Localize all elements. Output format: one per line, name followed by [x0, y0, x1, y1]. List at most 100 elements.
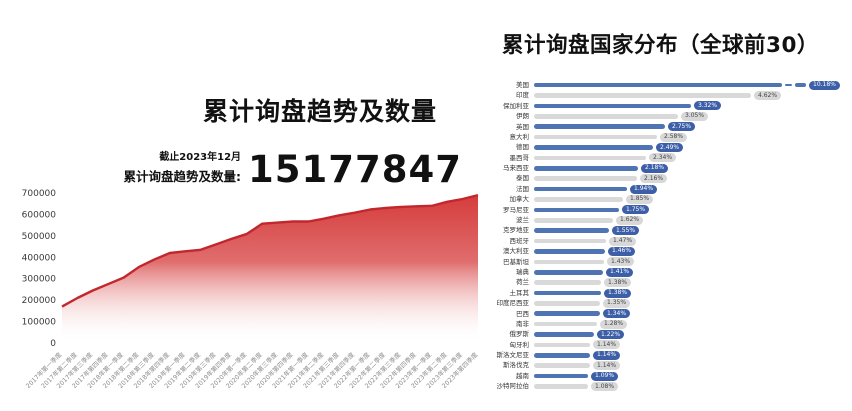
bar-row: 保加利亚 3.32% — [490, 101, 852, 111]
country-label: 克罗地亚 — [503, 226, 529, 235]
country-label: 俄罗斯 — [509, 330, 530, 339]
y-axis-tick: 300000 — [22, 275, 57, 285]
bar-row: 墨西哥 2.34% — [490, 153, 852, 163]
bar-segment — [534, 155, 646, 161]
value-pill: 1.85% — [626, 194, 654, 204]
value-pill: 1.08% — [591, 382, 619, 392]
value-pill: 2.18% — [641, 163, 669, 173]
country-label: 墨西哥 — [509, 153, 530, 162]
bar-segment — [534, 311, 600, 317]
country-label: 英国 — [516, 122, 529, 131]
bar-segment — [534, 124, 665, 130]
bar-row: 沙特阿拉伯 1.08% — [490, 381, 852, 392]
bar-segment — [534, 363, 590, 369]
value-pill: 1.46% — [608, 246, 636, 256]
country-label: 越南 — [516, 371, 529, 380]
country-label: 斯洛伐克 — [503, 361, 529, 370]
country-chart-title: 累计询盘国家分布（全球前30） — [502, 33, 819, 58]
bar-row: 印度 4.62% — [490, 90, 852, 101]
trend-total-block: 截止2023年12月 累计询盘趋势及数量: 15177847 — [60, 148, 462, 192]
bar-segment — [534, 321, 597, 327]
country-label: 美国 — [516, 80, 529, 89]
y-axis-tick: 400000 — [22, 253, 57, 263]
bar-row: 巴西 1.34% — [490, 309, 852, 319]
bar-segment — [534, 290, 601, 296]
value-pill: 1.75% — [622, 205, 650, 215]
bar-segment — [534, 186, 627, 192]
country-label: 意大利 — [509, 132, 530, 141]
bar-row: 德国 2.49% — [490, 142, 852, 153]
y-axis-tick: 600000 — [22, 210, 57, 220]
value-pill: 2.49% — [656, 143, 684, 153]
bar-row: 瑞典 1.41% — [490, 267, 852, 277]
bar-segment — [534, 197, 623, 202]
total-count-value: 15177847 — [248, 148, 462, 192]
trend-chart-title: 累计询盘趋势及数量 — [202, 97, 437, 126]
value-pill: 2.58% — [660, 132, 688, 142]
bar-row: 澳大利亚 1.46% — [490, 246, 852, 256]
value-pill: 1.47% — [609, 236, 637, 246]
bar-row: 巴基斯坦 1.43% — [490, 257, 852, 267]
bar-row: 马来西亚 2.18% — [490, 163, 852, 173]
bar-segment — [534, 373, 588, 379]
y-axis-tick: 500000 — [22, 232, 57, 242]
country-label: 法国 — [516, 184, 529, 193]
value-pill: 1.62% — [616, 215, 644, 225]
bar-segment — [534, 93, 751, 98]
bar-segment — [534, 238, 606, 244]
y-axis-tick: 200000 — [22, 296, 57, 306]
total-count-label: 累计询盘趋势及数量: — [123, 169, 242, 184]
bar-row: 加拿大 1.85% — [490, 194, 852, 204]
country-label: 加拿大 — [509, 195, 530, 204]
value-pill: 1.41% — [606, 267, 634, 277]
bar-row: 斯洛伐克 1.14% — [490, 361, 852, 371]
bar-row: 荷兰 1.38% — [490, 277, 852, 288]
country-label: 澳大利亚 — [503, 247, 529, 256]
as-of-date-label: 截止2023年12月 — [159, 152, 242, 163]
value-pill: 2.16% — [640, 174, 668, 184]
country-label: 巴西 — [516, 309, 529, 318]
bar-segment — [534, 228, 609, 233]
country-label: 马来西亚 — [503, 164, 529, 173]
bar-row: 斯洛文尼亚 1.14% — [490, 350, 852, 360]
value-pill: 1.55% — [612, 226, 640, 236]
area-top-line — [61, 193, 479, 308]
bar-segment — [534, 342, 590, 348]
bar-row: 罗马尼亚 1.75% — [490, 205, 852, 215]
trend-area-chart: 0 100000 200000 300000 400000 500000 600000 700… — [22, 189, 480, 390]
value-pill: 1.14% — [593, 361, 621, 371]
bar-segment — [534, 259, 604, 265]
bar-segment — [534, 353, 590, 358]
bar-segment — [534, 166, 638, 171]
bar-segment-after-break — [795, 82, 806, 88]
country-label: 匈牙利 — [509, 340, 530, 349]
country-label: 巴基斯坦 — [503, 257, 529, 266]
value-pill: 1.14% — [593, 350, 621, 360]
bar-row: 南非 1.28% — [490, 319, 852, 329]
country-label: 沙特阿拉伯 — [496, 382, 530, 391]
bar-segment — [534, 134, 657, 140]
country-label: 瑞典 — [516, 267, 529, 276]
value-pill: 1.35% — [603, 298, 631, 308]
bar-row: 意大利 2.58% — [490, 132, 852, 142]
bar-segment — [534, 301, 600, 306]
bar-segment — [534, 249, 605, 254]
bar-segment — [534, 217, 613, 223]
value-pill: 10.18% — [809, 80, 840, 90]
y-axis-tick: 100000 — [22, 318, 57, 328]
country-bar-chart: 美国 10.18% 印度 4.62% 保加利亚 3.32% 伊朗 3.05% 英国 2.75% 意大… — [490, 80, 852, 392]
country-label: 土耳其 — [509, 288, 530, 297]
bar-segment — [534, 103, 691, 109]
country-label: 罗马尼亚 — [503, 205, 529, 214]
bar-row: 伊朗 3.05% — [490, 111, 852, 121]
trend-total-labels: 截止2023年12月 累计询盘趋势及数量: — [124, 148, 242, 185]
bar-segment — [534, 269, 603, 275]
bar-row: 泰国 2.16% — [490, 174, 852, 184]
value-pill: 1.22% — [597, 330, 625, 340]
bar-row: 越南 1.09% — [490, 371, 852, 381]
country-label: 保加利亚 — [503, 101, 529, 110]
bar-row: 克罗地亚 1.55% — [490, 225, 852, 236]
value-pill: 1.14% — [593, 340, 621, 350]
y-axis-tick: 0 — [50, 339, 56, 349]
